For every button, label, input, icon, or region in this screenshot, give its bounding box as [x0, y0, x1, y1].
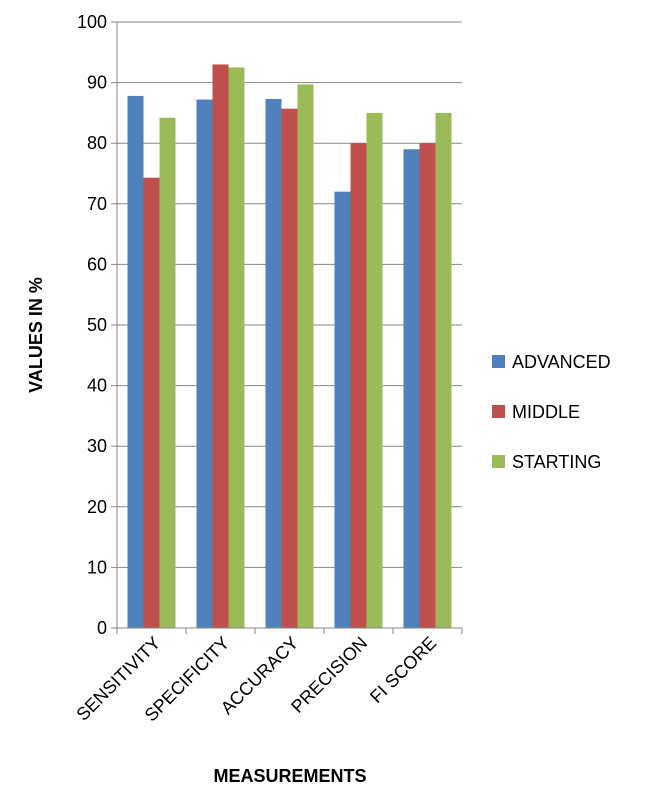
y-axis-title: VALUES IN % [26, 277, 46, 393]
y-tick-label: 90 [87, 73, 107, 93]
y-tick-label: 100 [77, 12, 107, 32]
legend-swatch-starting [492, 455, 505, 468]
y-tick-label: 40 [87, 376, 107, 396]
y-tick-label: 0 [97, 618, 107, 638]
x-category-label: FI SCORE [366, 633, 440, 707]
bar-starting-specificity [228, 67, 245, 628]
bar-starting-fi-score [435, 112, 452, 628]
y-tick-label: 50 [87, 315, 107, 335]
bar-advanced-accuracy [265, 98, 282, 629]
legend-label-advanced: ADVANCED [512, 352, 611, 372]
bar-starting-accuracy [297, 84, 314, 629]
bar-middle-accuracy [281, 108, 298, 628]
bar-starting-precision [366, 112, 383, 628]
bar-middle-precision [350, 143, 367, 628]
y-tick-label: 60 [87, 254, 107, 274]
bar-advanced-specificity [196, 99, 213, 629]
y-tick-label: 20 [87, 497, 107, 517]
legend-swatch-middle [492, 405, 505, 418]
axes [111, 21, 463, 634]
bar-middle-sensitivity [143, 177, 160, 628]
y-tick-label: 80 [87, 133, 107, 153]
bar-advanced-sensitivity [127, 95, 144, 628]
legend-swatch-advanced [492, 355, 505, 368]
bars [127, 64, 452, 629]
y-tick-label: 10 [87, 557, 107, 577]
bar-middle-fi-score [419, 143, 436, 628]
bar-advanced-fi-score [403, 149, 420, 628]
legend: ADVANCED MIDDLE STARTING [492, 352, 611, 472]
bar-middle-specificity [212, 64, 229, 629]
legend-label-middle: MIDDLE [512, 402, 580, 422]
y-tick-label: 30 [87, 436, 107, 456]
y-tick-label: 70 [87, 194, 107, 214]
bar-advanced-precision [334, 191, 351, 628]
legend-label-starting: STARTING [512, 452, 601, 472]
bar-starting-sensitivity [159, 117, 176, 629]
x-axis-title: MEASUREMENTS [213, 766, 366, 786]
